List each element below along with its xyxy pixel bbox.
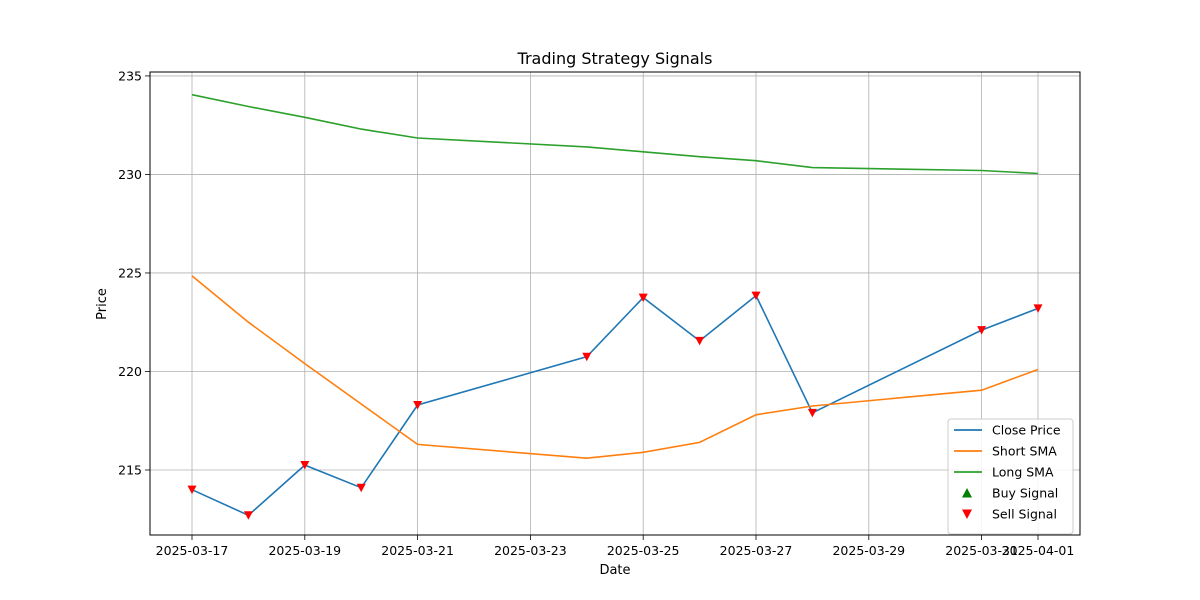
sell-signal-marker [1033,304,1043,313]
legend-label-long-sma: Long SMA [992,465,1054,480]
legend: Close Price Short SMA Long SMA Buy Signal Se… [947,418,1074,535]
x-axis-label: Date [599,563,630,578]
sell-signal-marker [638,293,648,303]
sell-signal-marker [977,326,987,335]
x-tick-label: 2025-03-17 [156,543,229,558]
legend-box [947,418,1074,535]
x-tick-label: 2025-03-29 [832,543,905,558]
x-tick-label: 2025-03-23 [494,543,567,558]
legend-label-sell-signal: Sell Signal [992,507,1057,522]
y-tick-label: 225 [118,265,142,280]
x-tick-label: 2025-03-25 [607,543,680,558]
sell-signal-marker [751,291,761,301]
y-tick-label: 220 [118,364,142,379]
sell-signal-marker [695,336,705,346]
series-line-short-sma [191,275,1039,460]
sell-signal-marker [356,483,366,493]
plot-area-frame [149,71,1081,536]
sell-signal-marker [300,461,310,470]
x-tick-label: 2025-03-21 [381,543,454,558]
x-tick-label: 2025-03-27 [720,543,793,558]
y-tick-label: 235 [118,68,142,83]
legend-label-close-price: Close Price [992,423,1061,438]
sell-signal-marker [807,408,817,418]
chart-title: Trading Strategy Signals [517,49,713,68]
legend-label-buy-signal: Buy Signal [992,486,1058,501]
sell-signal-marker [187,485,197,495]
axis-ticks: 2025-03-17 2025-03-19 2025-03-21 2025-03-23… [118,68,1074,558]
y-tick-label: 215 [118,462,142,477]
legend-swatch-sell-signal [962,509,972,519]
series-line-close-price [191,294,1039,517]
y-axis-label: Price [95,288,110,320]
x-tick-label: 2025-03-19 [268,543,341,558]
y-tick-label: 230 [118,167,142,182]
grid [150,72,1080,535]
x-tick-label: 2025-03-31 [945,543,1018,558]
sell-signal-marker [582,352,592,362]
legend-label-short-sma: Short SMA [992,444,1057,459]
marker-layer [187,291,1043,520]
x-tick-label: 2025-04-01 [1002,543,1075,558]
legend-swatch-buy-signal [962,488,972,498]
series-layer [191,93,1039,517]
sell-signal-marker [413,400,423,410]
series-line-long-sma [191,93,1039,175]
sell-signal-marker [243,511,253,520]
